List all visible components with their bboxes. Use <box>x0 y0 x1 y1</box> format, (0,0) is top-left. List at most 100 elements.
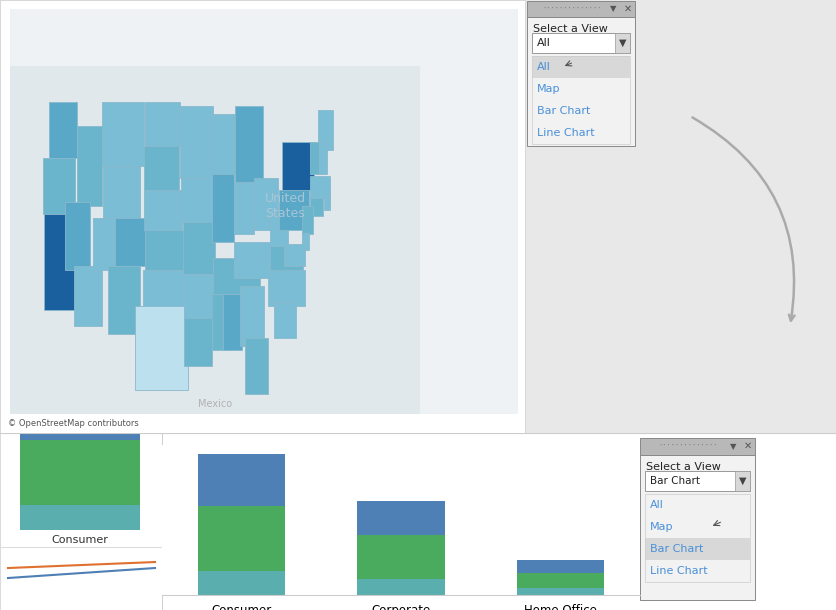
Bar <box>302 233 309 250</box>
Bar <box>357 579 445 595</box>
Bar <box>135 306 187 390</box>
Bar <box>184 318 212 366</box>
Text: ✕: ✕ <box>744 441 752 451</box>
Text: Line Chart: Line Chart <box>537 128 594 138</box>
Text: Bar Chart: Bar Chart <box>650 544 703 554</box>
Bar <box>198 571 285 595</box>
Bar <box>144 146 179 190</box>
Bar <box>20 407 140 440</box>
Bar <box>10 9 518 414</box>
Text: Select a View: Select a View <box>533 24 608 34</box>
Text: Select a View: Select a View <box>646 462 721 472</box>
Bar <box>273 302 296 338</box>
Text: ▼: ▼ <box>609 4 616 13</box>
Bar <box>10 9 518 414</box>
Bar <box>645 471 750 491</box>
Bar <box>532 33 630 53</box>
Bar <box>245 338 268 394</box>
Bar <box>310 176 330 198</box>
Bar <box>527 1 635 17</box>
Bar <box>103 166 140 218</box>
Bar <box>101 102 144 166</box>
Bar <box>645 494 750 582</box>
Text: ▼: ▼ <box>739 476 747 486</box>
Bar <box>65 202 90 270</box>
Bar <box>240 286 264 346</box>
Bar <box>278 190 308 230</box>
Bar <box>108 266 140 334</box>
Bar <box>318 110 333 150</box>
Text: ▼: ▼ <box>730 442 737 451</box>
Bar <box>44 214 77 310</box>
Bar <box>0 433 162 610</box>
Bar <box>74 266 101 326</box>
Text: Map: Map <box>537 84 560 94</box>
Bar <box>254 178 278 230</box>
Bar <box>420 66 518 414</box>
Text: Bar Chart: Bar Chart <box>537 106 590 116</box>
Text: Line Chart: Line Chart <box>650 566 707 576</box>
Text: Bar Chart: Bar Chart <box>650 476 700 486</box>
Text: All: All <box>650 500 664 510</box>
Bar <box>615 33 630 53</box>
Bar <box>20 440 140 505</box>
Bar <box>235 106 263 186</box>
Bar <box>532 56 630 78</box>
Bar <box>43 158 75 214</box>
Bar <box>302 206 313 234</box>
Bar <box>115 218 152 266</box>
Bar <box>198 454 285 506</box>
Text: ✕: ✕ <box>624 4 632 14</box>
Bar <box>324 196 330 210</box>
Bar <box>517 573 604 588</box>
Bar <box>0 0 525 436</box>
Bar <box>319 142 327 174</box>
Bar <box>212 114 239 174</box>
Text: ▼: ▼ <box>619 38 627 48</box>
Bar <box>49 102 77 158</box>
Bar <box>20 505 140 530</box>
Bar <box>357 535 445 579</box>
Bar <box>735 471 750 491</box>
Bar <box>184 274 214 318</box>
Bar <box>640 438 755 455</box>
Bar <box>198 506 285 571</box>
Bar <box>234 242 277 278</box>
Bar <box>284 244 305 266</box>
Bar <box>145 230 182 270</box>
Bar <box>234 182 254 234</box>
Bar <box>212 174 234 242</box>
Bar <box>270 214 288 254</box>
Text: Consumer: Consumer <box>52 535 109 545</box>
Bar <box>222 294 242 350</box>
Bar <box>310 198 323 216</box>
Bar <box>532 56 630 144</box>
Text: Mexico: Mexico <box>198 399 232 409</box>
Text: All: All <box>537 62 551 72</box>
Bar <box>144 190 181 230</box>
Bar <box>77 126 101 206</box>
Bar <box>357 501 445 535</box>
Text: Map: Map <box>650 522 674 532</box>
Bar <box>182 222 215 274</box>
Text: United
States: United States <box>264 192 306 220</box>
Bar <box>181 178 213 222</box>
Bar <box>212 294 232 350</box>
Text: © OpenStreetMap contributors: © OpenStreetMap contributors <box>8 419 139 428</box>
Bar <box>282 142 314 190</box>
Text: ··············: ·············· <box>659 443 718 449</box>
Bar <box>645 538 750 560</box>
Bar <box>527 17 635 146</box>
Bar <box>93 218 118 270</box>
Bar <box>145 102 180 146</box>
Bar <box>310 142 319 174</box>
Bar <box>10 9 518 66</box>
Text: All: All <box>537 38 551 48</box>
Bar <box>268 270 305 306</box>
Bar <box>180 106 212 178</box>
Bar <box>212 258 260 294</box>
Bar <box>517 588 604 595</box>
Text: ··············: ·············· <box>543 6 602 12</box>
Bar <box>142 270 185 310</box>
Bar <box>270 246 303 282</box>
